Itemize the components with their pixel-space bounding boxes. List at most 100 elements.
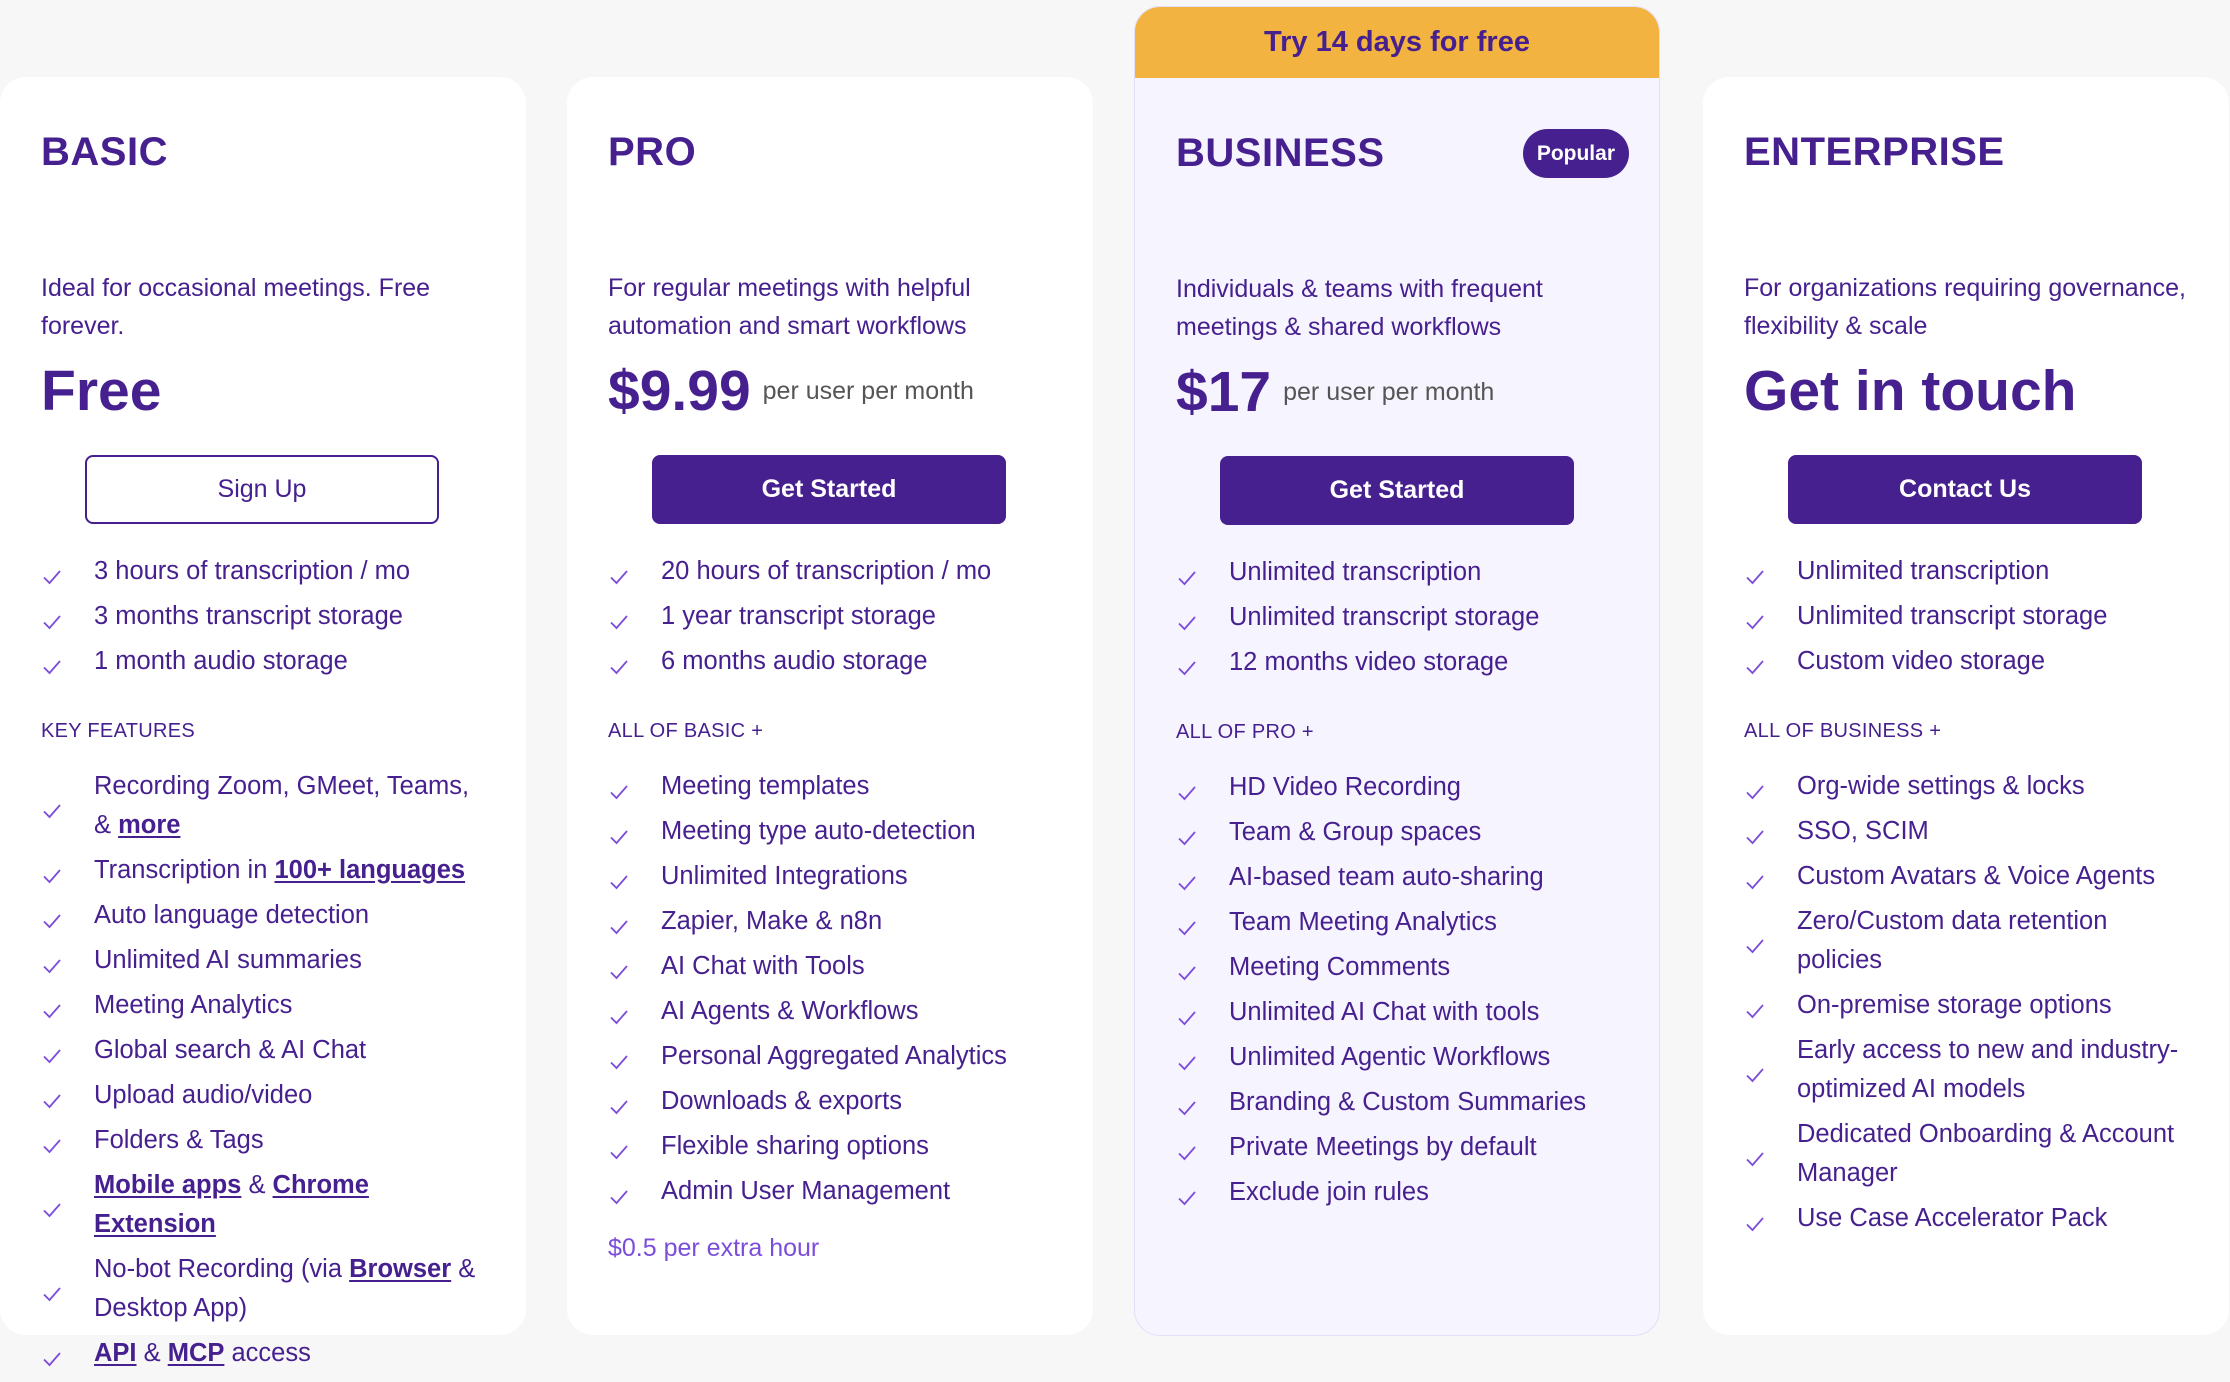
feature-text: Unlimited AI summaries: [94, 946, 362, 974]
feature-item: Use Case Accelerator Pack: [1744, 1199, 2184, 1238]
feature-text: No-bot Recording (via: [94, 1255, 350, 1283]
feature-item: Unlimited Agentic Workflows: [1176, 1038, 1616, 1077]
feature-text: Use Case Accelerator Pack: [1797, 1204, 2108, 1232]
feature-text: Team & Group spaces: [1229, 818, 1482, 846]
feature-link[interactable]: more: [118, 811, 181, 839]
plan-card-enterprise: ENTERPRISE For organizations requiring go…: [1703, 77, 2229, 1335]
contact-us-button[interactable]: Contact Us: [1788, 455, 2142, 524]
check-icon: [608, 776, 630, 799]
feature-link[interactable]: MCP: [167, 1339, 225, 1367]
feature-item: Recording Zoom, GMeet, Teams, & more: [41, 767, 481, 845]
feature-item: Meeting templates: [608, 767, 1048, 806]
feature-link[interactable]: 100+ languages: [274, 856, 466, 884]
feature-text: Unlimited transcription: [1797, 557, 2050, 585]
feature-text: 1 year transcript storage: [661, 602, 936, 630]
feature-item: 1 year transcript storage: [608, 597, 1048, 636]
feature-text: Auto language detection: [94, 901, 370, 929]
feature-item: Unlimited transcription: [1744, 552, 2184, 591]
feature-text: & Desktop App): [94, 1255, 476, 1322]
section-label: ALL OF PRO +: [1176, 721, 1314, 743]
plan-description: For organizations requiring governance, …: [1744, 274, 2186, 340]
feature-text: Org-wide settings & locks: [1797, 772, 2085, 800]
feature-text: access: [224, 1339, 311, 1367]
feature-item: 1 month audio storage: [41, 642, 481, 681]
feature-text: 1 month audio storage: [94, 647, 348, 675]
check-icon: [1176, 1182, 1198, 1205]
check-icon: [608, 561, 630, 584]
check-icon: [1744, 606, 1766, 629]
feature-text: Unlimited transcript storage: [1229, 603, 1540, 631]
get-started-button[interactable]: Get Started: [652, 455, 1006, 524]
price-amount: Free: [41, 359, 162, 423]
feature-item: 6 months audio storage: [608, 642, 1048, 681]
feature-link[interactable]: API: [94, 1339, 137, 1367]
feature-item: Private Meetings by default: [1176, 1128, 1616, 1167]
check-icon: [1176, 652, 1198, 675]
check-icon: [41, 1130, 63, 1153]
check-icon: [1176, 1002, 1198, 1025]
feature-item: Custom video storage: [1744, 642, 2184, 681]
feature-item: Zapier, Make & n8n: [608, 902, 1048, 941]
check-icon: [1176, 1047, 1198, 1070]
feature-item: Unlimited transcript storage: [1744, 597, 2184, 636]
feature-text: Custom Avatars & Voice Agents: [1797, 862, 2156, 890]
price-amount: Get in touch: [1744, 359, 2077, 423]
check-icon: [1176, 562, 1198, 585]
check-icon: [41, 1194, 63, 1218]
price-suffix: per user per month: [762, 376, 974, 405]
check-icon: [608, 1001, 630, 1024]
feature-text: Zero/Custom data retention policies: [1797, 907, 2108, 974]
check-icon: [1176, 957, 1198, 980]
feature-text: Unlimited transcript storage: [1797, 602, 2108, 630]
feature-text: Transcription in: [94, 856, 275, 884]
feature-text: Unlimited Agentic Workflows: [1229, 1043, 1551, 1071]
feature-text: Meeting templates: [661, 772, 870, 800]
feature-item: Custom Avatars & Voice Agents: [1744, 857, 2184, 896]
feature-text: Team Meeting Analytics: [1229, 908, 1497, 936]
feature-text: Flexible sharing options: [661, 1132, 929, 1160]
plan-card-pro: PRO For regular meetings with helpful aut…: [567, 77, 1093, 1335]
feature-item: Unlimited transcript storage: [1176, 598, 1616, 637]
feature-text: &: [136, 1339, 168, 1367]
feature-text: AI Agents & Workflows: [661, 997, 919, 1025]
sign-up-button[interactable]: Sign Up: [85, 455, 439, 524]
check-icon: [608, 956, 630, 979]
feature-item: Exclude join rules: [1176, 1173, 1616, 1212]
feature-text: Global search & AI Chat: [94, 1036, 367, 1064]
feature-link[interactable]: Browser: [349, 1255, 452, 1283]
feature-item: Admin User Management: [608, 1172, 1048, 1211]
feature-text: SSO, SCIM: [1797, 817, 1929, 845]
feature-text: Downloads & exports: [661, 1087, 902, 1115]
feature-item: Meeting Comments: [1176, 948, 1616, 987]
feature-item: API & MCP access: [41, 1334, 481, 1373]
feature-text: On-premise storage options: [1797, 991, 2112, 1019]
feature-link[interactable]: Mobile apps: [94, 1171, 242, 1199]
check-icon: [41, 651, 63, 674]
plan-price: Get in touch: [1744, 357, 2076, 425]
feature-item: SSO, SCIM: [1744, 812, 2184, 851]
feature-item: Meeting Analytics: [41, 986, 481, 1025]
plan-title: ENTERPRISE: [1744, 130, 2005, 174]
feature-text: Unlimited AI Chat with tools: [1229, 998, 1540, 1026]
check-icon: [1176, 822, 1198, 845]
feature-link[interactable]: Chrome Extension: [94, 1171, 369, 1238]
feature-item: 20 hours of transcription / mo: [608, 552, 1048, 591]
popular-badge: Popular: [1522, 129, 1629, 178]
feature-item: Org-wide settings & locks: [1744, 767, 2184, 806]
section-label: ALL OF BASIC +: [608, 720, 764, 742]
plan-title: BASIC: [41, 130, 168, 174]
get-started-button[interactable]: Get Started: [1220, 456, 1574, 525]
check-icon: [41, 1278, 63, 1302]
feature-item: Unlimited AI summaries: [41, 941, 481, 980]
feature-list: 20 hours of transcription / mo 1 year tra…: [608, 552, 1048, 687]
feature-text: 6 months audio storage: [661, 647, 928, 675]
feature-item: 12 months video storage: [1176, 643, 1616, 682]
feature-item: Flexible sharing options: [608, 1127, 1048, 1166]
feature-text: Recording Zoom, GMeet, Teams, &: [94, 772, 470, 839]
plan-price: $9.99 per user per month: [608, 357, 974, 425]
plan-card-basic: BASIC Ideal for occasional meetings. Free…: [0, 77, 526, 1367]
check-icon: [1176, 867, 1198, 890]
feature-item: AI-based team auto-sharing: [1176, 858, 1616, 897]
feature-item: Mobile apps & Chrome Extension: [41, 1166, 481, 1244]
check-icon: [1744, 1059, 1766, 1083]
